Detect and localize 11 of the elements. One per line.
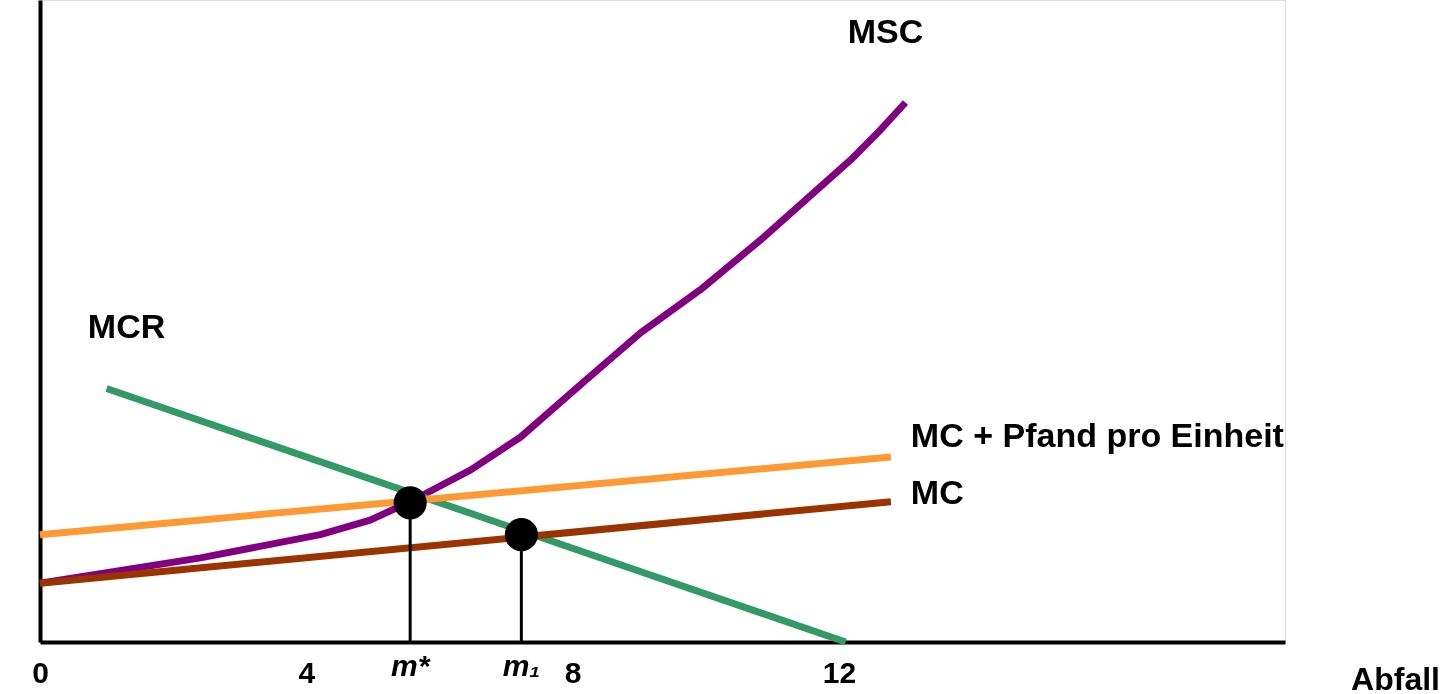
x-tick-label: 4 xyxy=(298,655,316,689)
series-label: MSC xyxy=(847,11,924,50)
x-axis-title: Abfall xyxy=(1351,660,1440,694)
series-label: MC + Pfand pro Einheit xyxy=(910,415,1284,454)
text: m₁ xyxy=(502,649,540,682)
x-tick-label: 8 xyxy=(564,655,582,689)
x-tick-label: 12 xyxy=(822,655,857,689)
series-label: MC xyxy=(910,472,964,511)
text: m* xyxy=(390,649,431,682)
series-label: MCR xyxy=(87,307,166,346)
x-tick-label: 0 xyxy=(32,655,49,689)
